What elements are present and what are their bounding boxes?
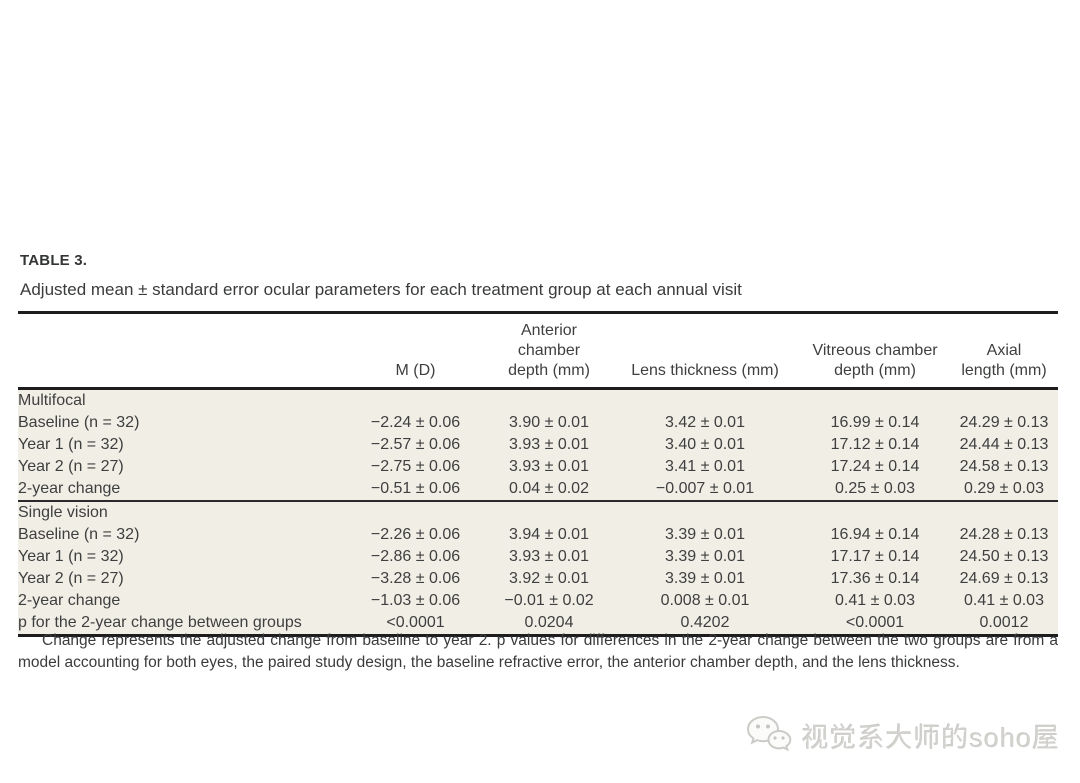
- section-label: Single vision: [18, 500, 1058, 524]
- table-caption: Adjusted mean ± standard error ocular pa…: [20, 280, 742, 299]
- row-label: Year 2 (n = 27): [18, 458, 124, 475]
- column-header-axial-line2: length (mm): [961, 362, 1047, 379]
- column-header-axial-length: Axial length (mm): [950, 312, 1058, 389]
- column-header-vitreous-chamber-depth: Vitreous chamber depth (mm): [800, 312, 950, 389]
- table-row-multifocal-2year-change: 2-year change −0.51 ± 0.06 0.04 ± 0.02 −…: [18, 478, 1058, 501]
- table-row-single-vision-year1: Year 1 (n = 32) −2.86 ± 0.06 3.93 ± 0.01…: [18, 546, 1058, 568]
- column-header-lens-label: Lens thickness (mm): [631, 362, 779, 379]
- cell-m: −0.51 ± 0.06: [370, 480, 461, 497]
- section-label: Multifocal: [18, 392, 86, 409]
- cell-acd: 3.93 ± 0.01: [509, 458, 589, 475]
- header-row: M (D) Anterior chamber depth (mm) Lens t…: [18, 312, 1058, 389]
- table-row-multifocal-baseline: Baseline (n = 32) −2.24 ± 0.06 3.90 ± 0.…: [18, 412, 1058, 434]
- cell-axial: 24.44 ± 0.13: [959, 436, 1049, 453]
- cell-acd: 0.04 ± 0.02: [509, 480, 589, 497]
- row-label: Year 2 (n = 27): [18, 570, 124, 587]
- cell-vcd: 16.99 ± 0.14: [830, 414, 920, 431]
- cell-m: −2.26 ± 0.06: [370, 526, 461, 543]
- cell-acd: 3.93 ± 0.01: [509, 436, 589, 453]
- cell-vcd: 17.36 ± 0.14: [830, 570, 920, 587]
- table-row-single-vision-year2: Year 2 (n = 27) −3.28 ± 0.06 3.92 ± 0.01…: [18, 568, 1058, 590]
- cell-lens: 0.008 ± 0.01: [660, 592, 750, 609]
- section-header-multifocal: Multifocal: [18, 389, 1058, 413]
- cell-lens: 3.39 ± 0.01: [665, 570, 745, 587]
- cell-acd: 3.93 ± 0.01: [509, 548, 589, 565]
- cell-axial: 24.28 ± 0.13: [959, 526, 1049, 543]
- table-row-multifocal-year2: Year 2 (n = 27) −2.75 ± 0.06 3.93 ± 0.01…: [18, 456, 1058, 478]
- cell-m: −2.24 ± 0.06: [370, 414, 461, 431]
- column-header-anterior-chamber-depth: Anterior chamber depth (mm): [488, 312, 610, 389]
- table-row-single-vision-baseline: Baseline (n = 32) −2.26 ± 0.06 3.94 ± 0.…: [18, 524, 1058, 546]
- cell-lens: 3.40 ± 0.01: [665, 436, 745, 453]
- column-header-acd-line1: Anterior chamber: [517, 322, 581, 359]
- cell-lens: 3.41 ± 0.01: [665, 458, 745, 475]
- cell-axial: 24.58 ± 0.13: [959, 458, 1049, 475]
- cell-vcd: 17.17 ± 0.14: [830, 548, 920, 565]
- wechat-icon: [747, 715, 792, 752]
- cell-vcd: 0.41 ± 0.03: [835, 592, 915, 609]
- section-header-single-vision: Single vision: [18, 500, 1058, 524]
- cell-m: −1.03 ± 0.06: [370, 592, 461, 609]
- cell-p-vcd: <0.0001: [845, 614, 905, 631]
- cell-vcd: 17.12 ± 0.14: [830, 436, 920, 453]
- column-header-m: M (D): [343, 312, 488, 389]
- column-header-vcd-line1: Vitreous chamber: [812, 342, 938, 359]
- cell-axial: 24.29 ± 0.13: [959, 414, 1049, 431]
- cell-p-m: <0.0001: [386, 614, 445, 631]
- column-header-m-label: M (D): [395, 362, 436, 379]
- cell-p-acd: 0.0204: [524, 614, 574, 631]
- watermark: 视觉系大师的soho屋: [745, 712, 1060, 758]
- cell-vcd: 17.24 ± 0.14: [830, 458, 920, 475]
- row-label: Year 1 (n = 32): [18, 548, 124, 565]
- column-header-axial-line1: Axial: [986, 342, 1022, 359]
- cell-lens: 3.39 ± 0.01: [665, 526, 745, 543]
- cell-acd: −0.01 ± 0.02: [504, 592, 594, 609]
- cell-axial: 24.50 ± 0.13: [959, 548, 1049, 565]
- cell-m: −3.28 ± 0.06: [370, 570, 461, 587]
- table-row-single-vision-2year-change: 2-year change −1.03 ± 0.06 −0.01 ± 0.02 …: [18, 590, 1058, 612]
- ocular-parameters-table: M (D) Anterior chamber depth (mm) Lens t…: [18, 311, 1058, 637]
- row-label: Baseline (n = 32): [18, 414, 140, 431]
- cell-axial: 24.69 ± 0.13: [959, 570, 1049, 587]
- cell-axial: 0.29 ± 0.03: [964, 480, 1044, 497]
- watermark-text: 视觉系大师的soho屋: [801, 722, 1060, 753]
- cell-acd: 3.92 ± 0.01: [509, 570, 589, 587]
- column-header-acd-line2: depth (mm): [508, 362, 590, 379]
- table-number-label: TABLE 3.: [20, 252, 88, 269]
- row-label: 2-year change: [18, 480, 121, 497]
- cell-lens: 3.42 ± 0.01: [665, 414, 745, 431]
- cell-m: −2.86 ± 0.06: [370, 548, 461, 565]
- row-label: Baseline (n = 32): [18, 526, 140, 543]
- row-label: p for the 2-year change between groups: [18, 614, 302, 631]
- cell-acd: 3.94 ± 0.01: [509, 526, 589, 543]
- table-row-p-values: p for the 2-year change between groups <…: [18, 612, 1058, 636]
- cell-axial: 0.41 ± 0.03: [964, 592, 1044, 609]
- cell-acd: 3.90 ± 0.01: [509, 414, 589, 431]
- table-footnote: Change represents the adjusted change fr…: [18, 632, 1058, 671]
- cell-lens: 3.39 ± 0.01: [665, 548, 745, 565]
- row-label: Year 1 (n = 32): [18, 436, 124, 453]
- column-header-vcd-line2: depth (mm): [834, 362, 916, 379]
- column-header-empty: [18, 312, 343, 389]
- cell-vcd: 0.25 ± 0.03: [835, 480, 915, 497]
- row-label: 2-year change: [18, 592, 121, 609]
- cell-p-lens: 0.4202: [680, 614, 730, 631]
- column-header-lens-thickness: Lens thickness (mm): [610, 312, 800, 389]
- cell-lens: −0.007 ± 0.01: [655, 480, 755, 497]
- cell-p-axial: 0.0012: [979, 614, 1029, 631]
- cell-m: −2.75 ± 0.06: [370, 458, 461, 475]
- cell-vcd: 16.94 ± 0.14: [830, 526, 920, 543]
- table-row-multifocal-year1: Year 1 (n = 32) −2.57 ± 0.06 3.93 ± 0.01…: [18, 434, 1058, 456]
- cell-m: −2.57 ± 0.06: [370, 436, 461, 453]
